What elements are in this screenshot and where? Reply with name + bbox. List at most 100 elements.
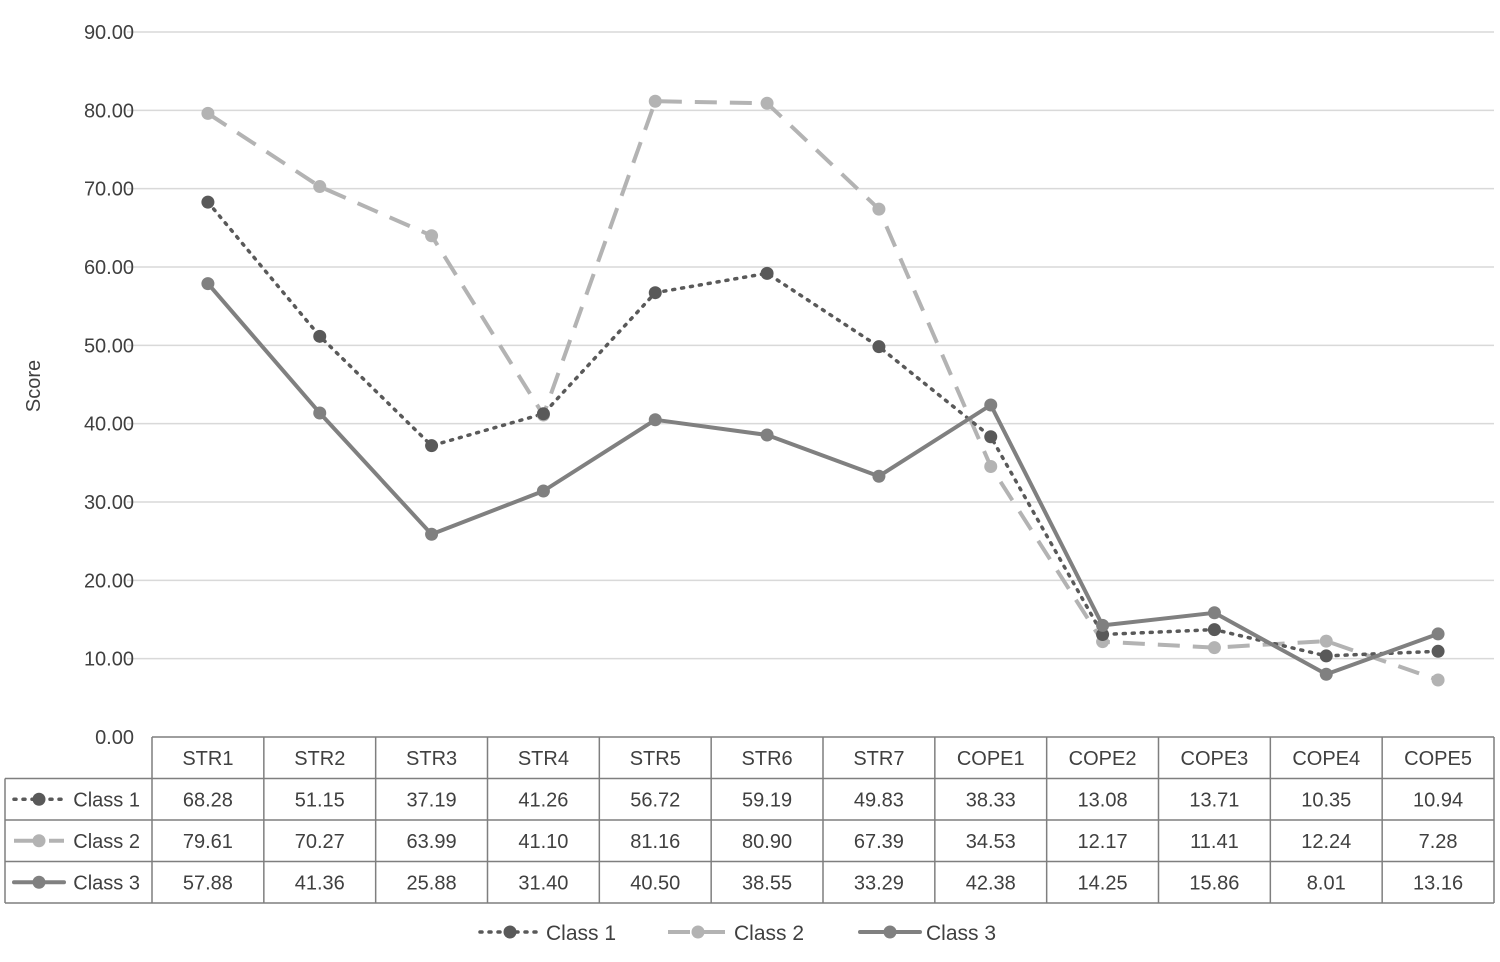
legend-item: Class 3	[858, 922, 996, 945]
legend-label: Class 3	[926, 922, 996, 945]
data-point	[1207, 606, 1221, 620]
data-point	[1207, 641, 1221, 655]
legend-key-marker	[883, 925, 897, 939]
table-cell-value: 56.72	[630, 789, 680, 811]
x-category-label: COPE4	[1292, 748, 1360, 770]
data-table: STR1 STR2 STR3 STR4 STR5 STR6 STR7 COPE1 COPE2 CO…	[4, 736, 1495, 904]
legend-key-marker	[691, 925, 705, 939]
data-point	[201, 195, 215, 209]
x-category-label: COPE1	[957, 748, 1025, 770]
table-cell-value: 59.19	[742, 789, 792, 811]
data-point	[648, 286, 662, 300]
legend-key-marker	[503, 925, 517, 939]
table-cell-value: 49.83	[854, 789, 904, 811]
data-point	[760, 96, 774, 110]
table-cell-value: 81.16	[630, 831, 680, 853]
x-category-label: STR1	[182, 748, 233, 770]
x-category-label: STR3	[406, 748, 457, 770]
data-point	[760, 428, 774, 442]
table-cell-value: 15.86	[1189, 872, 1239, 894]
legend-item: Class 2	[668, 922, 804, 945]
data-point	[1096, 628, 1110, 642]
table-cell-value: 79.61	[183, 831, 233, 853]
data-point	[425, 527, 439, 541]
table-cell-value: 68.28	[183, 789, 233, 811]
table-cell-value: 40.50	[630, 872, 680, 894]
series-lines	[205, 99, 1441, 682]
data-point	[425, 229, 439, 243]
table-cell-value: 33.29	[854, 872, 904, 894]
x-category-label: STR7	[853, 748, 904, 770]
x-category-label: STR4	[518, 748, 569, 770]
data-point	[984, 460, 998, 474]
data-point	[1096, 618, 1110, 632]
y-tick-label: 90.00	[84, 22, 134, 44]
data-point	[760, 266, 774, 280]
table-cell-value: 31.40	[518, 872, 568, 894]
y-tick-label: 30.00	[84, 492, 134, 514]
data-point	[648, 94, 662, 108]
table-cell-value: 38.55	[742, 872, 792, 894]
data-point	[872, 202, 886, 216]
table-cell-value: 51.15	[295, 789, 345, 811]
table-cell-value: 63.99	[407, 831, 457, 853]
x-category-label: STR6	[742, 748, 793, 770]
table-cell-value: 12.17	[1078, 831, 1128, 853]
legend-key-marker	[32, 875, 46, 889]
data-point	[984, 430, 998, 444]
y-tick-label: 10.00	[84, 649, 134, 671]
table-cell-value: 10.35	[1301, 789, 1351, 811]
table-row-series-name: Class 1	[73, 789, 140, 811]
series-line-class-1	[206, 200, 1440, 658]
table-cell-value: 41.36	[295, 872, 345, 894]
data-point	[1431, 644, 1445, 658]
table-cell-value: 34.53	[966, 831, 1016, 853]
legend-label: Class 2	[734, 922, 804, 945]
data-point	[201, 277, 215, 291]
table-cell-value: 13.16	[1413, 872, 1463, 894]
legend-key-marker	[32, 792, 46, 806]
y-tick-label: 40.00	[84, 414, 134, 436]
table-cell-value: 13.71	[1189, 789, 1239, 811]
data-point	[425, 439, 439, 453]
y-tick-label: 50.00	[84, 335, 134, 357]
y-tick-label: 70.00	[84, 179, 134, 201]
data-point	[872, 340, 886, 354]
x-category-label: COPE5	[1404, 748, 1472, 770]
series-line-class-2	[206, 99, 1439, 682]
data-point	[1431, 627, 1445, 641]
table-cell-value: 80.90	[742, 831, 792, 853]
data-point	[313, 180, 327, 194]
table-cell-value: 25.88	[407, 872, 457, 894]
legend-item: Class 1	[478, 922, 616, 945]
table-cell-value: 41.26	[518, 789, 568, 811]
data-point	[1431, 673, 1445, 687]
series-markers	[201, 94, 1445, 687]
table-row-series-name: Class 2	[73, 831, 140, 853]
gridlines	[127, 31, 1494, 660]
data-point	[984, 398, 998, 412]
x-category-label: COPE2	[1069, 748, 1137, 770]
data-point	[1207, 623, 1221, 637]
x-category-label: STR2	[294, 748, 345, 770]
table-cell-value: 10.94	[1413, 789, 1463, 811]
table-cell-value: 42.38	[966, 872, 1016, 894]
table-cell-value: 37.19	[407, 789, 457, 811]
table-cell-value: 11.41	[1190, 831, 1239, 853]
y-tick-label: 80.00	[84, 100, 134, 122]
table-cell-value: 57.88	[183, 872, 233, 894]
legend-label: Class 1	[546, 922, 616, 945]
y-axis-ticks: 0.00 10.00 20.00 30.00 40.00 50.00 60.00 70.00 8…	[84, 22, 134, 749]
data-point	[201, 106, 215, 120]
table-cell-value: 14.25	[1078, 872, 1128, 894]
x-category-label: COPE3	[1181, 748, 1249, 770]
table-cell-value: 13.08	[1078, 789, 1128, 811]
table-cell-value: 41.10	[518, 831, 568, 853]
table-cell-value: 67.39	[854, 831, 904, 853]
data-point	[1319, 634, 1333, 648]
data-point	[313, 329, 327, 343]
table-cell-value: 8.01	[1307, 872, 1346, 894]
legend-key-marker	[32, 834, 46, 848]
data-point	[872, 469, 886, 483]
y-tick-label: 0.00	[95, 727, 134, 749]
